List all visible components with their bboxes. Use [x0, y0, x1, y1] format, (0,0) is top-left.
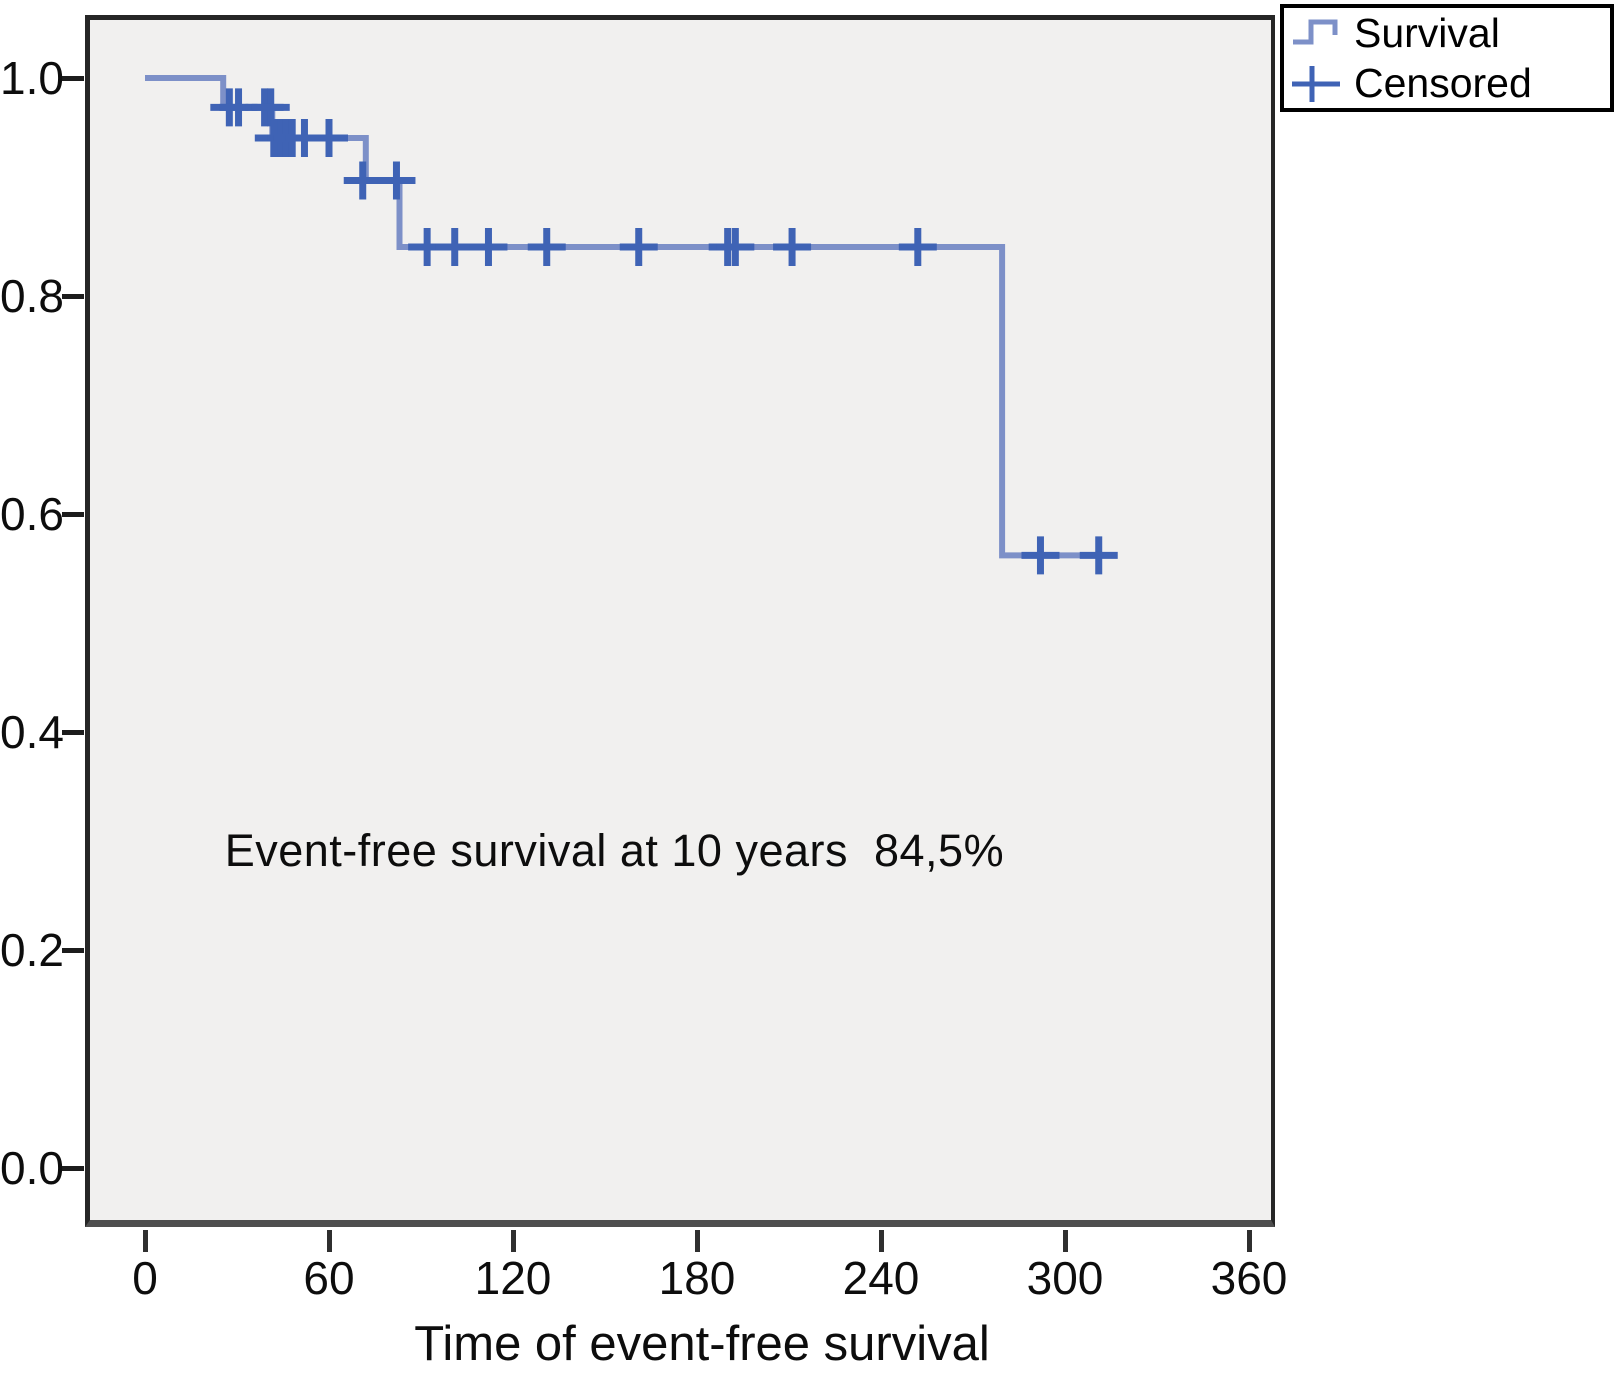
y-tick-mark: [62, 511, 84, 517]
x-tick-label: 240: [842, 1252, 920, 1304]
x-tick-mark: [1246, 1230, 1252, 1252]
legend-label: Survival: [1354, 10, 1500, 56]
x-tick-label: 60: [303, 1252, 355, 1304]
y-tick-label: 0.2: [0, 924, 64, 976]
legend-item-survival: Survival: [1290, 9, 1610, 57]
y-tick-label: 0.0: [0, 1142, 64, 1194]
x-tick-label: 120: [474, 1252, 552, 1304]
x-tick-label: 360: [1210, 1252, 1288, 1304]
legend-box: Survival Censored: [1280, 4, 1614, 112]
y-tick-mark: [62, 293, 84, 299]
x-tick-mark: [326, 1230, 332, 1252]
legend-item-censored: Censored: [1290, 59, 1610, 107]
plot-area: [85, 15, 1275, 1227]
x-tick-mark: [1062, 1230, 1068, 1252]
x-tick-mark: [878, 1230, 884, 1252]
x-tick-mark: [510, 1230, 516, 1252]
y-tick-mark: [62, 75, 84, 81]
x-tick-label: 180: [658, 1252, 736, 1304]
annotation-text: Event-free survival at 10 years 84,5%: [224, 824, 1005, 876]
y-tick-mark: [62, 947, 84, 953]
step-line-icon: [1293, 19, 1338, 45]
y-tick-label: 1.0: [0, 52, 64, 104]
x-tick-label: 0: [132, 1252, 158, 1304]
plus-icon: [1292, 66, 1340, 102]
legend-label: Censored: [1354, 60, 1532, 106]
x-tick-label: 300: [1026, 1252, 1104, 1304]
y-tick-label: 0.6: [0, 488, 64, 540]
x-tick-mark: [142, 1230, 148, 1252]
x-axis-title: Time of event-free survival: [414, 1317, 990, 1371]
y-tick-mark: [62, 1165, 84, 1171]
y-tick-label: 0.4: [0, 706, 64, 758]
y-tick-mark: [62, 729, 84, 735]
x-tick-mark: [694, 1230, 700, 1252]
y-tick-label: 0.8: [0, 270, 64, 322]
